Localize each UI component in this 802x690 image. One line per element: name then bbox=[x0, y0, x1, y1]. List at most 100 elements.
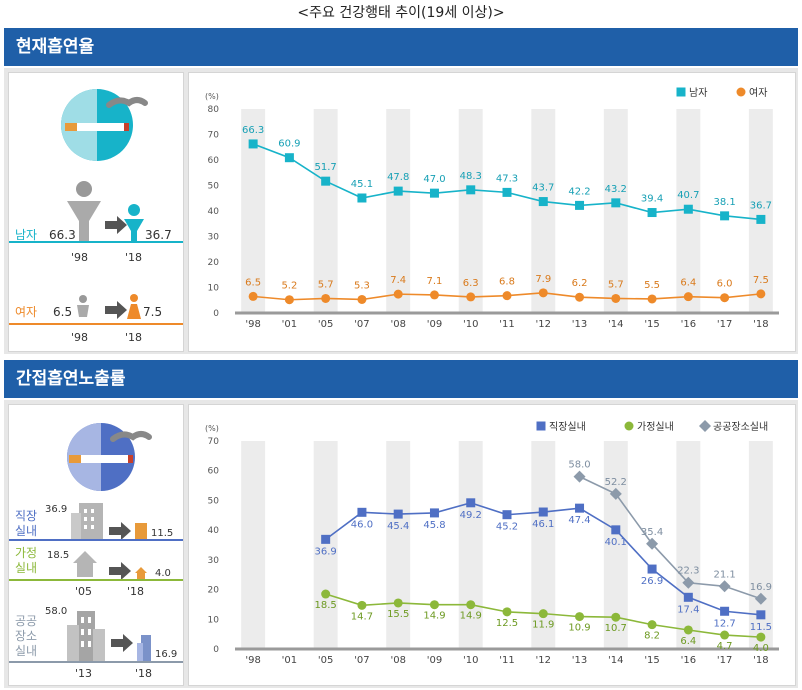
work-label-1: 직장 bbox=[15, 509, 37, 523]
data-label: 17.4 bbox=[677, 604, 699, 615]
data-point bbox=[357, 507, 367, 517]
data-point bbox=[466, 600, 476, 610]
data-point bbox=[393, 186, 403, 196]
data-point bbox=[683, 625, 693, 635]
x-tick-label: '14 bbox=[608, 655, 623, 666]
legend-marker bbox=[676, 87, 686, 97]
legend-marker bbox=[624, 421, 634, 431]
data-point bbox=[502, 607, 512, 617]
data-point bbox=[720, 293, 730, 303]
male-18-year: '18 bbox=[125, 251, 142, 264]
data-label: 36.7 bbox=[750, 200, 772, 211]
data-point bbox=[609, 487, 622, 500]
public-label-2: 장소 bbox=[15, 629, 37, 643]
data-label: 42.2 bbox=[568, 186, 590, 197]
data-point bbox=[502, 510, 512, 520]
data-label: 45.1 bbox=[351, 179, 373, 190]
data-label: 10.9 bbox=[568, 623, 590, 634]
y-tick-label: 10 bbox=[208, 284, 220, 294]
x-tick-label: '98 bbox=[245, 319, 260, 330]
male-figures bbox=[9, 181, 183, 243]
x-tick-label: '11 bbox=[499, 655, 514, 666]
column-shade bbox=[386, 441, 411, 649]
data-label: 35.4 bbox=[641, 527, 663, 538]
y-tick-label: 30 bbox=[208, 556, 220, 566]
column-shade bbox=[676, 441, 701, 649]
data-label: 11.9 bbox=[532, 620, 554, 631]
female-18-value: 7.5 bbox=[143, 305, 162, 319]
data-label: 6.3 bbox=[463, 278, 479, 289]
home-18-year: '18 bbox=[127, 585, 144, 598]
x-tick-label: '09 bbox=[427, 319, 442, 330]
arrow-icon bbox=[109, 522, 131, 540]
y-tick-label: 40 bbox=[208, 526, 220, 536]
data-point bbox=[718, 580, 731, 593]
home-label-1: 가정 bbox=[15, 546, 37, 560]
series-line bbox=[579, 475, 762, 600]
x-tick-label: '05 bbox=[318, 319, 333, 330]
home-18-value: 4.0 bbox=[155, 568, 171, 579]
unit-label: (%) bbox=[205, 92, 219, 101]
data-label: 10.7 bbox=[605, 623, 627, 634]
work-label-2: 실내 bbox=[15, 524, 37, 538]
data-point bbox=[611, 525, 621, 535]
legend-label: 직장실내 bbox=[549, 421, 586, 433]
data-point bbox=[754, 592, 767, 605]
work-18-value: 11.5 bbox=[151, 528, 173, 539]
data-label: 5.7 bbox=[318, 279, 334, 290]
female-98-value: 6.5 bbox=[53, 305, 72, 319]
data-point bbox=[683, 204, 693, 214]
data-point bbox=[575, 292, 585, 302]
x-tick-label: '18 bbox=[753, 655, 768, 666]
section2-header: 간접흡연노출률 bbox=[4, 360, 798, 398]
x-tick-label: '10 bbox=[463, 655, 478, 666]
smoking-icon bbox=[67, 423, 152, 491]
data-point bbox=[647, 620, 657, 630]
data-point bbox=[647, 208, 657, 218]
column-shade bbox=[603, 109, 628, 313]
legend-label: 가정실내 bbox=[637, 421, 674, 433]
x-tick-label: '13 bbox=[572, 655, 587, 666]
data-point bbox=[502, 187, 512, 197]
data-point bbox=[538, 197, 548, 207]
data-label: 47.4 bbox=[568, 515, 590, 526]
data-label: 49.2 bbox=[460, 510, 482, 521]
data-point bbox=[321, 589, 331, 599]
data-point bbox=[393, 598, 403, 608]
female-figures bbox=[9, 294, 183, 325]
data-point bbox=[538, 288, 548, 298]
data-label: 15.5 bbox=[387, 609, 409, 620]
data-label: 40.7 bbox=[677, 190, 699, 201]
data-point bbox=[756, 632, 766, 642]
public-18-value: 16.9 bbox=[155, 649, 177, 660]
x-tick-label: '12 bbox=[536, 319, 551, 330]
data-point bbox=[466, 292, 476, 302]
data-point bbox=[538, 507, 548, 517]
secondhand-smoke-chart: (%) 0 10 20 30 40 50 60 70 '98 '01 '05 '07 '08 '09 '10 '… bbox=[205, 420, 779, 666]
data-point bbox=[321, 176, 331, 186]
data-label: 6.4 bbox=[680, 278, 696, 289]
x-tick-label: '18 bbox=[753, 319, 768, 330]
data-label: 6.5 bbox=[245, 277, 261, 288]
data-label: 5.7 bbox=[608, 279, 624, 290]
home-from-value: 18.5 bbox=[47, 550, 69, 561]
data-label: 6.8 bbox=[499, 277, 515, 288]
x-tick-label: '17 bbox=[717, 319, 732, 330]
data-point bbox=[575, 503, 585, 513]
y-tick-label: 40 bbox=[208, 207, 220, 217]
data-label: 5.3 bbox=[354, 280, 370, 291]
x-tick-label: '98 bbox=[245, 655, 260, 666]
data-point bbox=[466, 185, 476, 195]
smoking-icon bbox=[61, 89, 148, 161]
data-point bbox=[321, 293, 331, 303]
x-tick-label: '14 bbox=[608, 319, 623, 330]
data-point bbox=[611, 293, 621, 303]
legend-label: 여자 bbox=[749, 87, 767, 99]
female-18-year: '18 bbox=[125, 331, 142, 344]
legend-marker bbox=[536, 421, 546, 431]
data-point bbox=[647, 564, 657, 574]
workplace-building-icon bbox=[9, 503, 183, 541]
column-shade bbox=[603, 441, 628, 649]
section2-title: 간접흡연노출률 bbox=[16, 369, 126, 389]
column-shade bbox=[458, 109, 483, 313]
